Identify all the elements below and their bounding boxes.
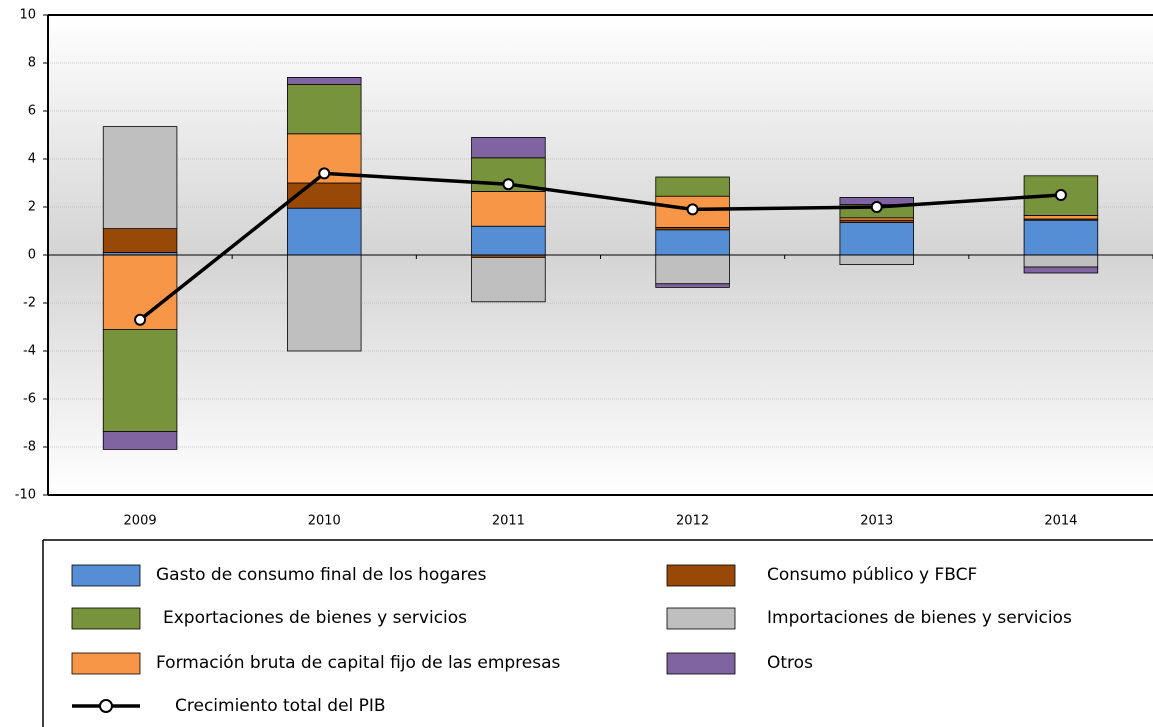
legend-swatch — [71, 607, 141, 630]
bar-segment — [287, 254, 362, 352]
bar-segment — [1023, 254, 1099, 268]
y-tick-label: -8 — [23, 440, 36, 455]
bar-segment — [287, 77, 362, 86]
legend-label: Formación bruta de capital fijo de las e… — [156, 653, 561, 673]
bar-segment — [102, 328, 178, 432]
legend-marker — [99, 699, 113, 713]
legend-swatch — [71, 564, 141, 587]
y-tick-label: 10 — [19, 8, 36, 23]
legend-swatch — [666, 607, 736, 630]
bar-segment — [839, 254, 914, 266]
bar-segment — [839, 222, 914, 256]
legend-swatch — [666, 564, 736, 587]
y-tick-label: -4 — [23, 344, 36, 359]
y-tick-label: 8 — [28, 56, 36, 71]
legend-label: Gasto de consumo final de los hogares — [156, 565, 487, 585]
line-marker — [318, 167, 331, 180]
bar-segment — [471, 225, 546, 256]
bar-segment — [471, 136, 546, 159]
bar-segment — [655, 229, 730, 256]
line-marker — [870, 201, 883, 213]
line-marker — [134, 313, 147, 326]
legend-swatch — [666, 652, 736, 675]
x-tick-label: 2013 — [860, 514, 893, 529]
bar-segment — [102, 126, 178, 229]
legend-label: Importaciones de bienes y servicios — [767, 608, 1072, 628]
bar-segment — [655, 283, 730, 288]
y-tick-label: -6 — [23, 392, 36, 407]
bar-segment — [1023, 219, 1099, 256]
line-marker — [686, 203, 699, 216]
y-tick-label: 6 — [28, 104, 36, 119]
x-tick-label: 2009 — [124, 514, 157, 529]
y-tick-label: 0 — [28, 248, 36, 263]
bar-segment — [287, 84, 362, 135]
bar-segment — [471, 256, 546, 303]
bar-segment — [287, 207, 362, 256]
x-tick-label: 2011 — [492, 514, 525, 529]
bar-segment — [287, 182, 362, 209]
legend-swatch — [71, 652, 141, 675]
bar-segment — [655, 195, 730, 228]
line-marker — [1054, 189, 1067, 201]
y-tick-label: -10 — [15, 488, 36, 503]
bar-segment — [1023, 214, 1099, 220]
legend-label: Consumo público y FBCF — [767, 565, 977, 585]
legend-label: Crecimiento total del PIB — [175, 696, 386, 716]
y-tick-label: -2 — [23, 296, 36, 311]
bar-segment — [471, 190, 546, 227]
bar-segment — [1023, 266, 1099, 274]
x-tick-label: 2012 — [676, 514, 709, 529]
line — [138, 171, 1062, 322]
x-tick-label: 2010 — [308, 514, 341, 529]
x-tick-label: 2014 — [1044, 514, 1077, 529]
bar-segment — [102, 430, 178, 450]
legend-label: Exportaciones de bienes y servicios — [163, 608, 467, 628]
line-marker — [502, 178, 515, 191]
bar-segment — [102, 228, 178, 254]
bar-segment — [655, 176, 730, 197]
y-tick-label: 4 — [28, 152, 36, 167]
y-tick-label: 2 — [28, 200, 36, 215]
bar-segment — [655, 254, 730, 285]
legend-label: Otros — [767, 653, 813, 673]
